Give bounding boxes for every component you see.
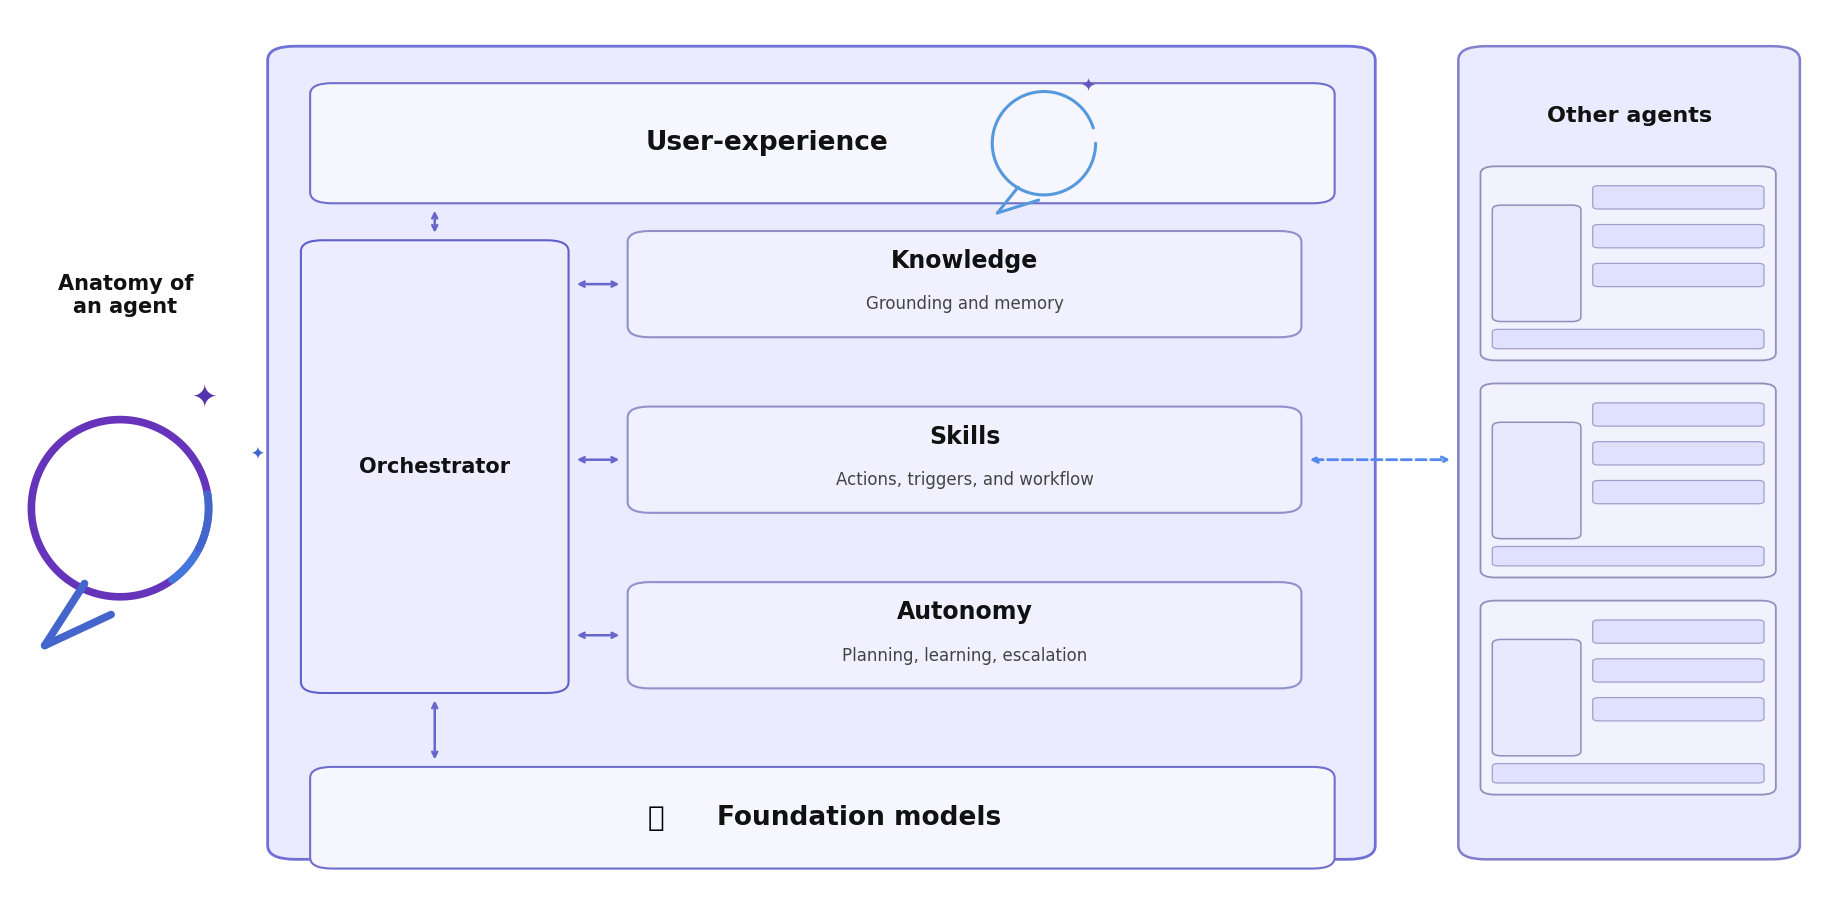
Text: Orchestrator: Orchestrator bbox=[360, 456, 509, 477]
FancyBboxPatch shape bbox=[1593, 186, 1765, 209]
FancyBboxPatch shape bbox=[1593, 480, 1765, 504]
FancyBboxPatch shape bbox=[1593, 620, 1765, 643]
FancyBboxPatch shape bbox=[1492, 546, 1765, 565]
Text: ✦: ✦ bbox=[251, 446, 264, 464]
FancyBboxPatch shape bbox=[1593, 698, 1765, 721]
Text: Autonomy: Autonomy bbox=[897, 601, 1032, 624]
Text: Grounding and memory: Grounding and memory bbox=[866, 296, 1063, 313]
FancyBboxPatch shape bbox=[628, 231, 1301, 337]
FancyBboxPatch shape bbox=[1593, 403, 1765, 426]
Text: Foundation models: Foundation models bbox=[718, 805, 1001, 831]
FancyBboxPatch shape bbox=[268, 46, 1375, 859]
FancyBboxPatch shape bbox=[1480, 383, 1776, 578]
Text: Actions, triggers, and workflow: Actions, triggers, and workflow bbox=[836, 471, 1093, 489]
FancyBboxPatch shape bbox=[1593, 442, 1765, 465]
FancyBboxPatch shape bbox=[1593, 225, 1765, 248]
FancyBboxPatch shape bbox=[628, 407, 1301, 513]
FancyBboxPatch shape bbox=[1492, 329, 1765, 348]
Text: Skills: Skills bbox=[929, 425, 1001, 448]
FancyBboxPatch shape bbox=[1593, 263, 1765, 286]
Text: 🧠: 🧠 bbox=[648, 804, 665, 832]
FancyBboxPatch shape bbox=[1480, 166, 1776, 360]
FancyBboxPatch shape bbox=[628, 582, 1301, 688]
Text: ✦: ✦ bbox=[192, 383, 218, 412]
FancyBboxPatch shape bbox=[1492, 639, 1580, 756]
FancyBboxPatch shape bbox=[1593, 659, 1765, 682]
Text: Other agents: Other agents bbox=[1547, 105, 1711, 126]
FancyBboxPatch shape bbox=[1492, 205, 1580, 322]
FancyBboxPatch shape bbox=[301, 240, 569, 693]
Text: Anatomy of
an agent: Anatomy of an agent bbox=[57, 274, 194, 317]
Text: Knowledge: Knowledge bbox=[892, 249, 1037, 273]
FancyBboxPatch shape bbox=[1492, 422, 1580, 539]
FancyBboxPatch shape bbox=[1458, 46, 1800, 859]
Text: ✦: ✦ bbox=[1080, 78, 1095, 95]
FancyBboxPatch shape bbox=[1492, 763, 1765, 783]
FancyBboxPatch shape bbox=[1480, 601, 1776, 795]
FancyBboxPatch shape bbox=[310, 83, 1335, 203]
Text: User-experience: User-experience bbox=[646, 130, 888, 156]
Text: Planning, learning, escalation: Planning, learning, escalation bbox=[842, 647, 1087, 664]
FancyBboxPatch shape bbox=[310, 767, 1335, 869]
